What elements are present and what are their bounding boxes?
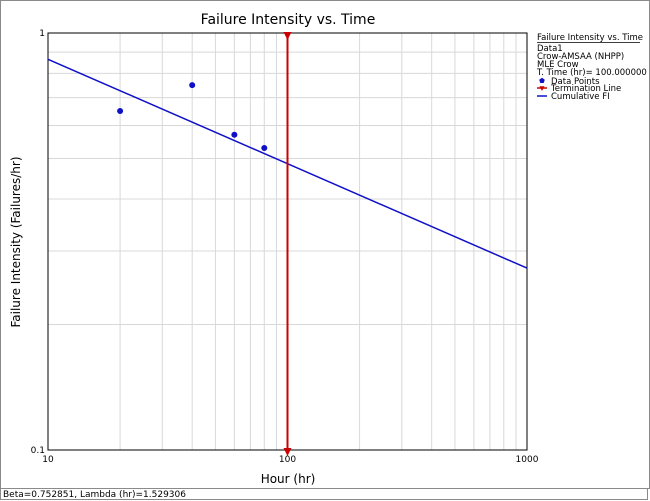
legend-entry-data-points: Data Points: [551, 77, 600, 87]
legend-termination-marker-icon: [539, 86, 545, 91]
y-tick-label: 1: [39, 29, 45, 39]
legend-line-model: Crow-AMSAA (NHPP): [537, 52, 624, 62]
legend-line-method: MLE Crow: [537, 60, 579, 70]
data-point: [261, 144, 268, 151]
data-point: [117, 108, 124, 115]
termination-marker-bottom-icon: [283, 448, 292, 456]
x-tick-label: 100: [279, 455, 296, 465]
x-tick-label: 10: [42, 455, 54, 465]
series-layer: [47, 32, 528, 456]
legend-entry-termination-line: Termination Line: [550, 84, 621, 94]
y-tick-label: 0.1: [31, 446, 45, 456]
legend: Failure Intensity vs. Time Data1 Crow-AM…: [536, 33, 647, 102]
legend-entry-cumulative-fi: Cumulative FI: [551, 92, 610, 102]
x-tick-label: 1000: [516, 455, 539, 465]
y-axis-label: Failure Intensity (Failures/hr): [9, 156, 23, 327]
legend-line-dataset: Data1: [537, 44, 563, 54]
legend-line-termination-time: T. Time (hr)= 100.000000: [536, 68, 647, 78]
chart-title: Failure Intensity vs. Time: [201, 12, 376, 28]
tick-labels: 10 100 1000 1 0.1: [31, 29, 539, 465]
chart-svg: 10 100 1000 1 0.1 Failure Intensity vs. Time…: [9, 12, 647, 486]
legend-data-points-symbol: [539, 77, 545, 83]
chart-frame: 10 100 1000 1 0.1 Failure Intensity vs. Time…: [0, 0, 650, 489]
termination-marker-top-icon: [283, 32, 292, 40]
data-point: [231, 131, 238, 138]
x-axis-label: Hour (hr): [261, 472, 316, 486]
data-point: [189, 82, 196, 89]
legend-header: Failure Intensity vs. Time: [537, 33, 643, 43]
status-footer: Beta=0.752851, Lambda (hr)=1.529306: [0, 488, 648, 500]
